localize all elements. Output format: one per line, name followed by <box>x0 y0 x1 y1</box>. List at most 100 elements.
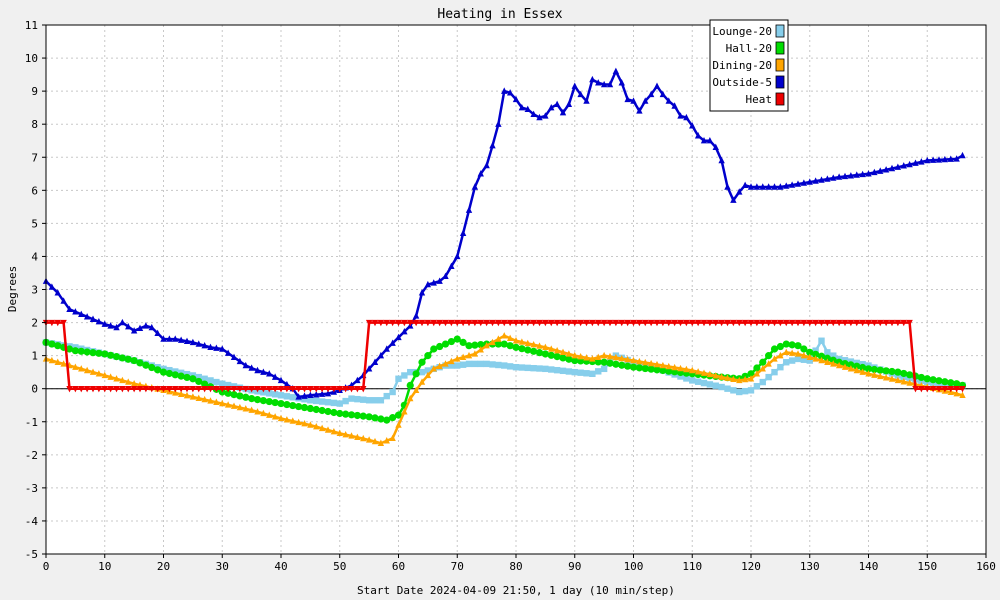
data-point-dining-20 <box>230 402 238 409</box>
series-heat <box>42 319 966 393</box>
data-point-hall-20 <box>418 358 426 366</box>
data-point-hall-20 <box>559 354 567 362</box>
data-point-dining-20 <box>471 350 479 357</box>
data-point-lounge-20 <box>307 397 314 404</box>
data-point-heat <box>318 385 326 393</box>
data-point-lounge-20 <box>595 368 602 375</box>
data-point-dining-20 <box>847 365 855 372</box>
data-point-dining-20 <box>888 375 896 382</box>
data-point-heat <box>906 319 913 327</box>
data-point-outside-5 <box>953 155 960 162</box>
data-point-dining-20 <box>506 334 514 341</box>
y-tick-label: 11 <box>25 19 38 32</box>
data-point-lounge-20 <box>266 390 273 397</box>
data-point-lounge-20 <box>589 370 596 378</box>
data-point-hall-20 <box>224 389 232 397</box>
data-point-heat <box>724 319 731 327</box>
data-point-lounge-20 <box>348 395 355 402</box>
data-point-outside-5 <box>947 155 954 162</box>
data-point-heat <box>424 319 432 327</box>
data-point-hall-20 <box>71 347 79 355</box>
data-point-dining-20 <box>436 362 443 370</box>
x-tick-label: 130 <box>800 560 820 573</box>
data-point-hall-20 <box>812 350 820 358</box>
data-point-hall-20 <box>365 413 373 421</box>
data-point-dining-20 <box>266 411 273 418</box>
data-point-dining-20 <box>577 353 584 360</box>
data-point-hall-20 <box>54 342 62 350</box>
data-point-heat <box>101 385 108 393</box>
data-point-heat <box>301 385 308 393</box>
legend-swatch <box>775 75 785 89</box>
data-point-outside-5 <box>436 277 443 284</box>
data-point-lounge-20 <box>530 364 537 372</box>
data-point-heat <box>859 319 866 327</box>
data-point-heat <box>642 319 649 327</box>
data-point-outside-5 <box>318 390 326 397</box>
data-point-lounge-20 <box>354 395 361 403</box>
data-point-lounge-20 <box>389 388 396 396</box>
data-point-hall-20 <box>394 411 403 419</box>
data-point-hall-20 <box>347 411 356 419</box>
data-point-heat <box>548 319 555 327</box>
data-point-outside-5 <box>418 289 426 296</box>
data-point-hall-20 <box>947 379 955 387</box>
data-point-outside-5 <box>189 338 197 346</box>
data-point-dining-20 <box>383 437 390 444</box>
data-point-hall-20 <box>230 391 238 399</box>
data-point-outside-5 <box>941 155 949 163</box>
data-point-outside-5 <box>759 183 766 190</box>
data-point-hall-20 <box>441 340 450 348</box>
data-point-outside-5 <box>54 289 61 296</box>
data-point-heat <box>841 319 849 327</box>
data-point-outside-5 <box>518 103 526 111</box>
data-point-heat <box>459 319 467 327</box>
data-point-outside-5 <box>395 333 402 341</box>
data-point-dining-20 <box>336 429 343 437</box>
data-point-hall-20 <box>253 395 262 404</box>
data-point-heat <box>959 385 966 393</box>
data-point-heat <box>495 319 502 327</box>
data-point-outside-5 <box>700 137 708 144</box>
data-point-dining-20 <box>283 416 291 423</box>
data-point-outside-5 <box>824 175 831 182</box>
data-point-heat <box>407 319 414 327</box>
data-point-outside-5 <box>177 336 185 343</box>
x-tick-label: 80 <box>509 560 522 573</box>
data-point-outside-5 <box>724 183 731 190</box>
data-point-lounge-20 <box>788 357 796 364</box>
data-point-heat <box>794 319 802 327</box>
data-point-heat <box>647 319 655 327</box>
data-point-heat <box>177 385 185 393</box>
data-point-hall-20 <box>894 368 902 376</box>
data-point-outside-5 <box>83 313 91 320</box>
data-point-heat <box>853 319 860 327</box>
data-point-dining-20 <box>777 351 784 359</box>
data-point-dining-20 <box>72 363 79 370</box>
data-point-outside-5 <box>324 389 332 397</box>
data-point-dining-20 <box>741 375 749 383</box>
data-point-heat <box>160 385 167 393</box>
data-point-outside-5 <box>125 322 132 330</box>
data-point-dining-20 <box>830 360 837 367</box>
data-point-heat <box>89 385 97 393</box>
data-point-heat <box>712 319 719 327</box>
data-point-dining-20 <box>724 374 731 381</box>
data-point-dining-20 <box>395 421 402 428</box>
data-point-outside-5 <box>718 156 725 164</box>
data-point-dining-20 <box>371 437 379 445</box>
data-point-heat <box>706 319 714 327</box>
data-point-heat <box>694 319 702 327</box>
data-point-heat <box>418 319 426 327</box>
data-point-dining-20 <box>318 424 326 432</box>
data-point-hall-20 <box>923 375 931 383</box>
data-point-heat <box>154 385 161 393</box>
data-point-lounge-20 <box>730 387 737 394</box>
data-point-dining-20 <box>365 436 373 443</box>
data-point-heat <box>559 319 567 327</box>
data-point-dining-20 <box>412 386 420 394</box>
data-point-lounge-20 <box>818 337 825 344</box>
data-point-hall-20 <box>277 399 285 408</box>
data-point-dining-20 <box>683 365 690 373</box>
data-point-heat <box>918 385 925 393</box>
